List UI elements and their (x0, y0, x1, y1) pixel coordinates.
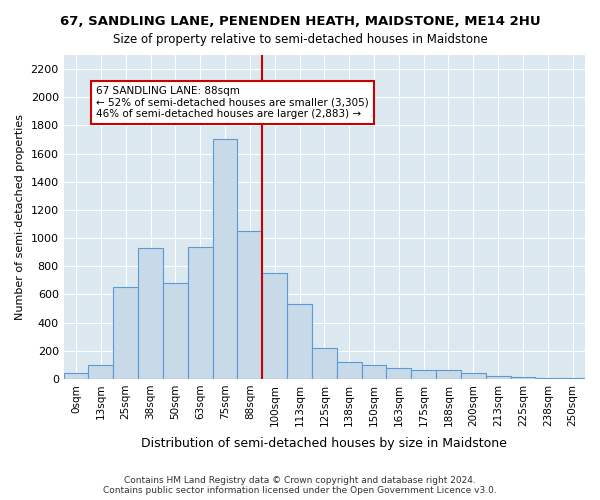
Text: Size of property relative to semi-detached houses in Maidstone: Size of property relative to semi-detach… (113, 32, 487, 46)
X-axis label: Distribution of semi-detached houses by size in Maidstone: Distribution of semi-detached houses by … (142, 437, 507, 450)
Bar (64, 374, 88, 379)
Bar (88, 365, 113, 379)
Bar (535, 378, 560, 379)
Bar (188, 246, 212, 379)
Bar (312, 348, 337, 379)
Bar (511, 378, 535, 379)
Y-axis label: Number of semi-detached properties: Number of semi-detached properties (15, 114, 25, 320)
Bar (362, 365, 386, 379)
Bar (337, 362, 362, 379)
Bar (163, 283, 188, 379)
Text: 67 SANDLING LANE: 88sqm
← 52% of semi-detached houses are smaller (3,305)
46% of: 67 SANDLING LANE: 88sqm ← 52% of semi-de… (96, 86, 368, 119)
Bar (287, 304, 312, 379)
Bar (113, 288, 138, 379)
Bar (485, 376, 511, 379)
Bar (138, 248, 163, 379)
Bar (262, 274, 287, 379)
Bar (386, 368, 411, 379)
Bar (436, 370, 461, 379)
Bar (560, 378, 585, 379)
Bar (411, 370, 436, 379)
Bar (212, 140, 238, 379)
Bar (238, 231, 262, 379)
Text: 67, SANDLING LANE, PENENDEN HEATH, MAIDSTONE, ME14 2HU: 67, SANDLING LANE, PENENDEN HEATH, MAIDS… (59, 15, 541, 28)
Text: Contains HM Land Registry data © Crown copyright and database right 2024.
Contai: Contains HM Land Registry data © Crown c… (103, 476, 497, 495)
Bar (461, 374, 485, 379)
